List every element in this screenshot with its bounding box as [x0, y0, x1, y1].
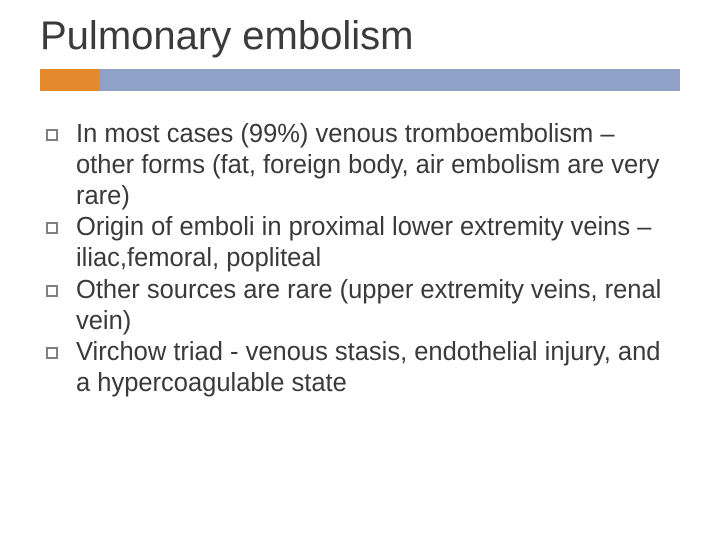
page-title: Pulmonary embolism	[40, 14, 680, 59]
square-bullet-icon	[46, 129, 58, 141]
content-area: In most cases (99%) venous tromboembolis…	[40, 119, 680, 399]
bullet-text: Other sources are rare (upper extremity …	[76, 275, 674, 337]
divider-bar	[40, 69, 680, 91]
divider-accent	[40, 69, 100, 91]
bullet-list: In most cases (99%) venous tromboembolis…	[46, 119, 674, 399]
list-item: Virchow triad - venous stasis, endotheli…	[46, 337, 674, 399]
square-bullet-icon	[46, 347, 58, 359]
square-bullet-icon	[46, 222, 58, 234]
list-item: In most cases (99%) venous tromboembolis…	[46, 119, 674, 212]
list-item: Other sources are rare (upper extremity …	[46, 275, 674, 337]
bullet-text: Virchow triad - venous stasis, endotheli…	[76, 337, 674, 399]
divider-main	[100, 69, 680, 91]
bullet-text: Origin of emboli in proximal lower extre…	[76, 212, 674, 274]
list-item: Origin of emboli in proximal lower extre…	[46, 212, 674, 274]
slide: Pulmonary embolism In most cases (99%) v…	[0, 0, 720, 540]
square-bullet-icon	[46, 285, 58, 297]
bullet-text: In most cases (99%) venous tromboembolis…	[76, 119, 674, 212]
